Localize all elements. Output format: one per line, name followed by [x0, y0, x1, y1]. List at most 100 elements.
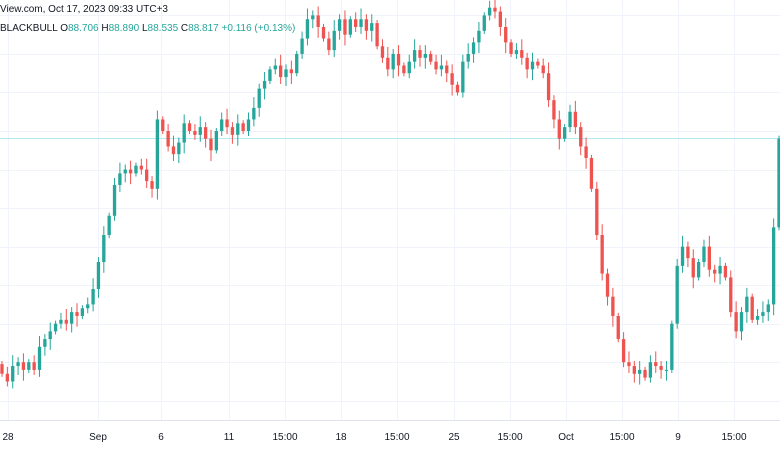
candle[interactable] [423, 45, 427, 69]
candle[interactable] [128, 160, 133, 185]
candle[interactable] [568, 104, 572, 133]
candle[interactable] [680, 235, 685, 273]
candle[interactable] [600, 224, 604, 281]
candle[interactable] [134, 162, 138, 177]
candle[interactable] [632, 361, 636, 383]
candle[interactable] [546, 62, 551, 108]
candle[interactable] [43, 334, 47, 356]
candle[interactable] [638, 361, 642, 385]
candle[interactable] [771, 218, 776, 316]
candle[interactable] [348, 16, 352, 38]
candle[interactable] [166, 124, 170, 152]
candle[interactable] [493, 0, 497, 19]
candle[interactable] [664, 361, 669, 381]
candle[interactable] [375, 20, 379, 50]
candle[interactable] [214, 127, 219, 154]
candle[interactable] [370, 14, 374, 42]
candle[interactable] [193, 124, 197, 140]
candle[interactable] [654, 351, 658, 373]
candle[interactable] [80, 305, 85, 320]
candle[interactable] [702, 239, 706, 268]
candle[interactable] [203, 122, 208, 148]
candle[interactable] [504, 18, 508, 54]
candle[interactable] [268, 66, 272, 84]
candle[interactable] [0, 361, 4, 377]
candle[interactable] [445, 60, 449, 83]
candle[interactable] [289, 60, 294, 84]
candle[interactable] [225, 108, 229, 135]
candle[interactable] [139, 158, 143, 175]
candle[interactable] [145, 158, 149, 189]
candle[interactable] [107, 212, 111, 239]
candle[interactable] [391, 48, 395, 79]
candle[interactable] [171, 135, 176, 162]
candle[interactable] [53, 320, 58, 335]
candle[interactable] [487, 0, 492, 21]
candle[interactable] [364, 14, 369, 40]
candle[interactable] [675, 258, 679, 329]
candle[interactable] [627, 351, 631, 373]
candle[interactable] [761, 301, 765, 323]
candle[interactable] [59, 312, 63, 329]
candle[interactable] [343, 10, 347, 46]
candle[interactable] [295, 50, 299, 77]
candle[interactable] [236, 114, 240, 146]
candle[interactable] [509, 39, 513, 58]
candle[interactable] [220, 112, 224, 137]
candle[interactable] [718, 257, 722, 285]
candle[interactable] [691, 249, 695, 289]
candle[interactable] [300, 31, 304, 59]
candle[interactable] [123, 164, 127, 183]
candle[interactable] [611, 287, 615, 327]
candle[interactable] [696, 258, 701, 281]
candle[interactable] [177, 137, 181, 163]
candle[interactable] [48, 322, 52, 350]
candle[interactable] [455, 81, 460, 96]
candle[interactable] [354, 12, 358, 32]
candle[interactable] [386, 47, 390, 77]
candle[interactable] [525, 52, 529, 79]
candle[interactable] [112, 178, 117, 221]
candle[interactable] [262, 72, 267, 100]
candle[interactable] [584, 137, 588, 169]
candle[interactable] [118, 162, 122, 192]
candle[interactable] [96, 257, 101, 298]
candle[interactable] [552, 95, 556, 129]
candle[interactable] [670, 320, 674, 373]
candle[interactable] [562, 124, 567, 142]
candle[interactable] [755, 309, 760, 325]
candle[interactable] [439, 54, 444, 77]
candle[interactable] [750, 293, 754, 323]
candle[interactable] [471, 37, 476, 63]
candle[interactable] [729, 270, 733, 318]
candle[interactable] [327, 31, 331, 56]
candle[interactable] [305, 8, 310, 46]
candle[interactable] [595, 181, 599, 241]
candle[interactable] [605, 268, 610, 306]
candle[interactable] [70, 307, 74, 333]
candle[interactable] [616, 312, 620, 343]
candle[interactable] [396, 45, 401, 77]
candle[interactable] [723, 262, 728, 281]
candle[interactable] [32, 355, 36, 375]
candle[interactable] [359, 8, 363, 34]
candle[interactable] [713, 264, 717, 283]
candle[interactable] [21, 353, 26, 381]
candle[interactable] [311, 10, 315, 29]
candle[interactable] [643, 366, 647, 381]
candle[interactable] [589, 154, 594, 192]
candle[interactable] [402, 62, 406, 77]
candle[interactable] [273, 58, 277, 75]
candle[interactable] [316, 6, 320, 38]
candle[interactable] [418, 45, 422, 67]
candle[interactable] [407, 54, 411, 79]
candle[interactable] [86, 297, 90, 314]
candle[interactable] [686, 241, 690, 268]
candle[interactable] [461, 54, 465, 98]
candle[interactable] [659, 361, 663, 379]
candle[interactable] [332, 20, 336, 58]
candle[interactable] [648, 355, 653, 383]
candle[interactable] [412, 39, 417, 69]
candle[interactable] [187, 120, 192, 135]
